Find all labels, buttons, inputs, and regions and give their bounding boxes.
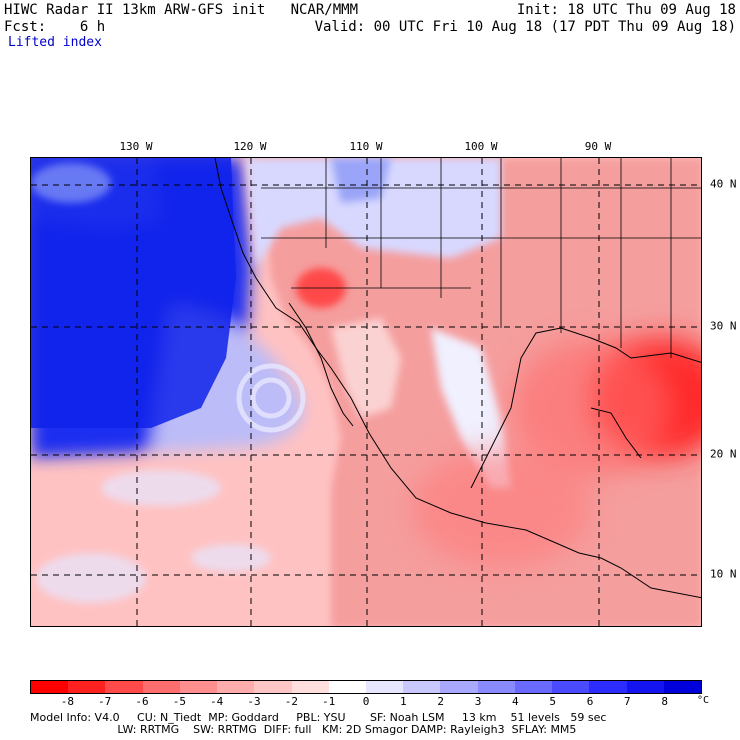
colorbar-swatch	[328, 681, 366, 693]
colorbar-tick-label: 0	[362, 695, 370, 708]
rockies-stable	[331, 158, 391, 203]
colorbar-swatch	[552, 681, 590, 693]
colorbar-tick-label: -7	[98, 695, 112, 708]
lat-label-30n: 30 N	[710, 319, 737, 333]
epac-instability	[411, 448, 591, 568]
lat-lon-grid	[31, 158, 701, 626]
init-time: Init: 18 UTC Thu 09 Aug 18	[516, 2, 736, 18]
colorbar-swatch	[291, 681, 329, 693]
lat-label-10n: 10 N	[710, 567, 737, 581]
field-name: Lifted index	[8, 35, 102, 50]
coastlines	[214, 158, 701, 599]
colorbar	[30, 680, 702, 694]
colorbar-swatch	[440, 681, 478, 693]
colorbar-tick-label: -8	[60, 695, 74, 708]
lifted-index-map	[30, 157, 702, 627]
colorbar-swatch	[254, 681, 292, 693]
valid-time: Valid: 00 UTC Fri 10 Aug 18 (17 PDT Thu …	[314, 19, 736, 35]
lat-label-20n: 20 N	[710, 447, 737, 461]
colorbar-swatch	[477, 681, 515, 693]
colorbar-tick-label: -6	[135, 695, 149, 708]
colorbar-swatch	[403, 681, 441, 693]
colorbar-unit: °C	[697, 695, 710, 706]
colorbar-tick-label: -5	[172, 695, 186, 708]
colorbar-tick-label: 5	[549, 695, 556, 708]
colorbar-tick-label: 7	[624, 695, 631, 708]
ocean-eddy	[236, 363, 306, 433]
forecast-hour: Fcst: 6 h	[4, 19, 106, 35]
colorbar-tick-label: -3	[247, 695, 261, 708]
colorbar-tick-label: 3	[474, 695, 482, 708]
model-info-line2: LW: RRTMG SW: RRTMG DIFF: full KM: 2D Sm…	[30, 723, 577, 736]
colorbar-tick-label: 1	[400, 695, 407, 708]
lon-label-110w: 110 W	[349, 140, 383, 153]
colorbar-swatch	[105, 681, 143, 693]
lat-label-40n: 40 N	[710, 177, 737, 191]
lon-label-120w: 120 W	[233, 140, 267, 153]
colorbar-swatch	[626, 681, 664, 693]
map-canvas	[31, 158, 701, 626]
colorbar-swatch	[514, 681, 553, 693]
colorbar-swatch	[142, 681, 180, 693]
colorbar-swatch	[217, 681, 255, 693]
lon-label-130w: 130 W	[119, 140, 153, 153]
colorbar-tick-label: -1	[322, 695, 336, 708]
colorbar-swatch	[589, 681, 627, 693]
model-title: HIWC Radar II 13km ARW-GFS init NCAR/MMM	[4, 2, 359, 18]
tropical-stable-patches	[36, 470, 271, 603]
lon-label-100w: 100 W	[464, 140, 498, 153]
lon-label-90w: 90 W	[584, 140, 612, 153]
colorbar-swatch	[31, 681, 69, 693]
colorbar-tick-label: -2	[284, 695, 298, 708]
deep-blue-ocean	[31, 158, 236, 428]
colorbar-tick-label: -4	[210, 695, 224, 708]
baja-region	[331, 318, 401, 418]
colorbar-swatch	[179, 681, 218, 693]
colorbar-swatch	[68, 681, 106, 693]
colorbar-swatch	[365, 681, 404, 693]
colorbar-tick-label: 6	[586, 695, 594, 708]
colorbar-swatch	[663, 681, 701, 693]
model-info-line1: Model Info: V4.0 CU: N_Tiedt MP: Goddard…	[30, 711, 607, 724]
colorbar-tick-label: 2	[437, 695, 444, 708]
north-pacific-patch	[31, 163, 111, 203]
colorbar-tick-label: 8	[661, 695, 668, 708]
colorbar-tick-label: 4	[512, 695, 519, 708]
